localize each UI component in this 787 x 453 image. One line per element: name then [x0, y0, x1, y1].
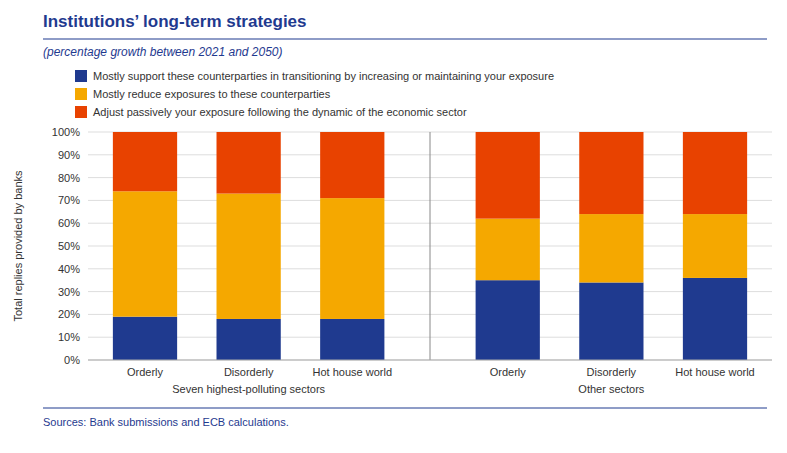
x-tick-label: Orderly	[490, 366, 527, 378]
legend-label: Mostly support these counterparties in t…	[93, 70, 554, 82]
y-tick-label: 40%	[58, 263, 80, 275]
group-label: Other sectors	[578, 383, 645, 395]
title: Institutions’ long-term strategies	[43, 12, 307, 31]
x-tick-label: Disorderly	[224, 366, 274, 378]
bar	[579, 282, 643, 360]
x-tick-label: Disorderly	[587, 366, 637, 378]
bar	[476, 132, 540, 219]
y-tick-label: 80%	[58, 172, 80, 184]
grid-line	[88, 360, 772, 361]
bar	[217, 132, 281, 194]
group-label: Seven highest-polluting sectors	[172, 383, 325, 395]
title-rule	[43, 38, 767, 39]
y-tick-label: 10%	[58, 331, 80, 343]
legend-swatch	[75, 70, 87, 82]
legend: Mostly support these counterparties in t…	[75, 70, 554, 118]
y-axis-label: Total replies provided by banks	[12, 170, 24, 322]
x-axis-line	[88, 360, 772, 361]
x-tick-label: Hot house world	[675, 366, 755, 378]
bar	[320, 319, 384, 360]
legend-swatch	[75, 88, 87, 100]
bars	[113, 132, 747, 360]
bar	[579, 132, 643, 214]
chart: Institutions’ long-term strategies (perce…	[0, 0, 787, 453]
bar	[217, 194, 281, 319]
bar	[476, 280, 540, 360]
subtitle: (percentage growth between 2021 and 2050…	[43, 45, 283, 59]
bar	[217, 319, 281, 360]
bar	[320, 198, 384, 319]
bar	[683, 214, 747, 278]
group-separator	[430, 132, 431, 360]
y-tick-label: 50%	[58, 240, 80, 252]
bar	[113, 132, 177, 191]
source: Sources: Bank submissions and ECB calcul…	[43, 416, 289, 428]
bar	[683, 132, 747, 214]
source-rule	[43, 408, 767, 409]
y-tick-label: 20%	[58, 308, 80, 320]
y-tick-label: 30%	[58, 286, 80, 298]
y-tick-label: 100%	[52, 126, 80, 138]
y-tick-labels: 0% 10% 20% 30% 40% 50% 60% 70% 80% 90% 100%	[52, 126, 80, 366]
y-tick-label: 70%	[58, 194, 80, 206]
bar	[113, 317, 177, 360]
x-tick-label: Hot house world	[313, 366, 393, 378]
legend-label: Adjust passively your exposure following…	[93, 106, 467, 118]
bar	[683, 278, 747, 360]
bar	[320, 132, 384, 198]
x-tick-labels: Orderly Disorderly Hot house world Orderly D…	[127, 366, 755, 378]
y-tick-label: 60%	[58, 217, 80, 229]
legend-label: Mostly reduce exposures to these counter…	[93, 88, 331, 100]
bar	[113, 191, 177, 316]
bar	[476, 219, 540, 281]
y-tick-label: 90%	[58, 149, 80, 161]
y-tick-label: 0%	[64, 354, 80, 366]
legend-swatch	[75, 106, 87, 118]
bar	[579, 214, 643, 282]
x-tick-label: Orderly	[127, 366, 164, 378]
y-grid	[88, 132, 772, 360]
